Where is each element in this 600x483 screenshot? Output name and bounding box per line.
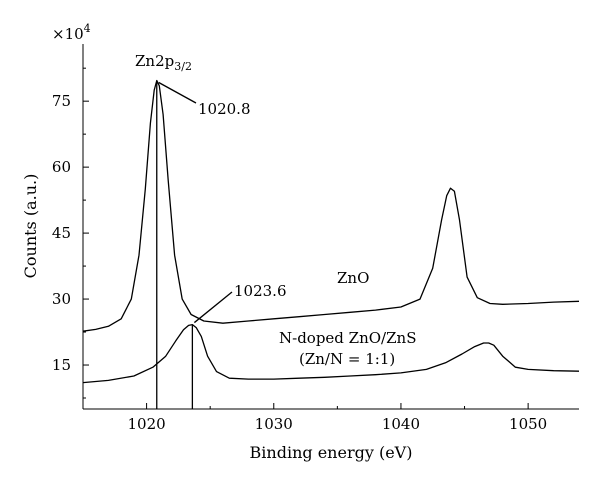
series-label-n-doped: N-doped ZnO/ZnS <box>279 329 416 347</box>
y-tick-label-15: 15 <box>52 356 71 374</box>
x-tick-label-1030: 1030 <box>255 415 293 433</box>
annotation-1020-8: 1020.8 <box>198 100 251 118</box>
series-line-zno <box>82 79 580 332</box>
series-line-n-doped <box>82 323 580 384</box>
y-tick-label-60: 60 <box>52 158 71 176</box>
y-tick-label-75: 75 <box>52 92 71 110</box>
x-tick-label-1040: 1040 <box>382 415 420 433</box>
x-tick-label-1050: 1050 <box>509 415 547 433</box>
y-multiplier: ×104 <box>52 22 91 43</box>
y-tick-label-45: 45 <box>52 224 71 242</box>
series-label-n-doped-ratio: (Zn/N = 1:1) <box>299 350 395 368</box>
y-axis-ticks: 15 30 45 60 75 <box>52 67 89 399</box>
annotation-1023-6: 1023.6 <box>234 282 287 300</box>
x-tick-label-1020: 1020 <box>127 415 165 433</box>
y-tick-label-30: 30 <box>52 290 71 308</box>
y-axis-title: Counts (a.u.) <box>21 174 40 279</box>
leader-line-1020-8 <box>158 81 197 104</box>
x-axis-title: Binding energy (eV) <box>250 443 413 462</box>
x-axis-ticks: 1020 1030 1040 1050 <box>82 403 547 433</box>
leader-line-1023-6 <box>193 291 233 324</box>
series-label-zno: ZnO <box>337 269 369 287</box>
annotation-zn2p: Zn2p3/2 <box>135 52 192 73</box>
